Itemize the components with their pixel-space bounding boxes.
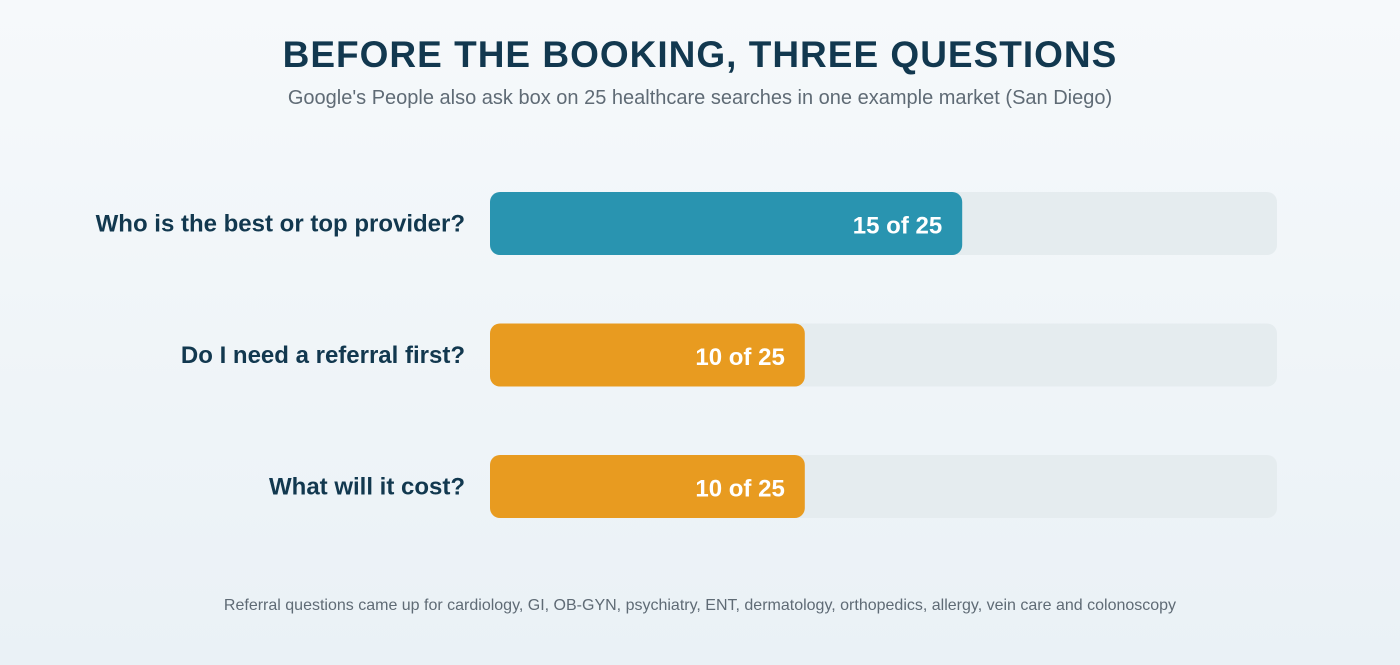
bar bbox=[490, 192, 963, 255]
category-label: Who is the best or top provider? bbox=[96, 211, 465, 238]
bar bbox=[490, 455, 805, 518]
bar-value-label: 10 of 25 bbox=[695, 476, 784, 503]
chart-title: BEFORE THE BOOKING, THREE QUESTIONS bbox=[282, 34, 1118, 75]
chart-footnote: Referral questions came up for cardiolog… bbox=[223, 597, 1177, 614]
chart-subtitle: Google's People also ask box on 25 healt… bbox=[287, 87, 1113, 109]
category-label: Do I need a referral first? bbox=[181, 342, 465, 369]
bar-value-label: 10 of 25 bbox=[695, 344, 784, 371]
category-label: What will it cost? bbox=[269, 474, 465, 501]
bar bbox=[490, 323, 805, 387]
bar-value-label: 15 of 25 bbox=[853, 213, 942, 240]
